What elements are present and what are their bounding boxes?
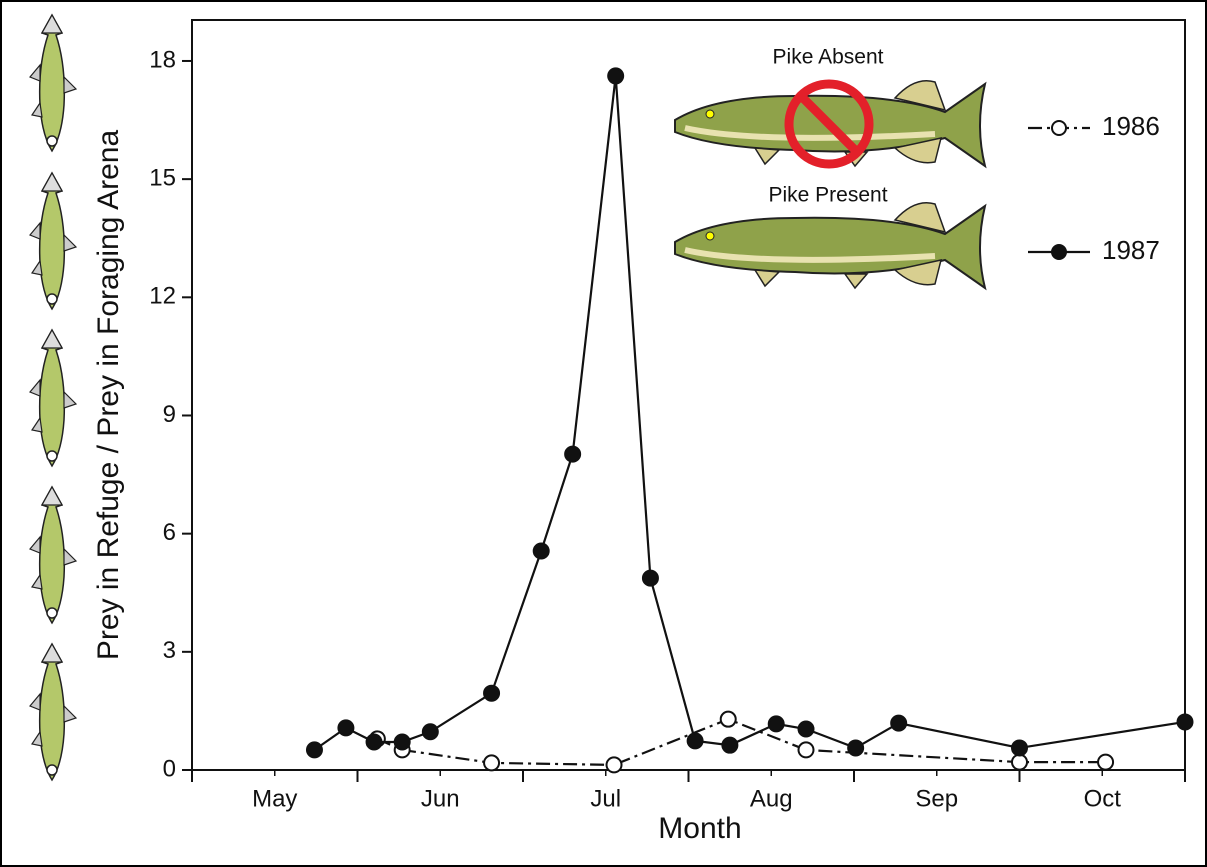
minnow-icons: [30, 15, 76, 780]
x-tick-label: Sep: [915, 785, 958, 812]
y-tick-label: 18: [149, 46, 176, 73]
data-point: [338, 720, 353, 735]
x-tick-label: Oct: [1084, 785, 1122, 812]
data-point: [1012, 740, 1027, 755]
y-tick-label: 6: [163, 519, 176, 546]
data-point: [891, 716, 906, 731]
data-point: [722, 738, 737, 753]
y-tick-label: 9: [163, 401, 176, 428]
data-point: [721, 712, 736, 727]
x-tick-label: Jul: [590, 785, 621, 812]
data-point: [799, 742, 814, 757]
y-axis-label: Prey in Refuge / Prey in Foraging Arena: [92, 130, 125, 661]
data-point: [534, 543, 549, 558]
data-point: [607, 757, 622, 772]
data-point: [395, 735, 410, 750]
y-tick-label: 3: [163, 637, 176, 664]
data-point: [1178, 714, 1193, 729]
x-tick-label: Jun: [421, 785, 460, 812]
x-tick-label: Aug: [750, 785, 793, 812]
legend-note: Pike Present: [768, 184, 887, 207]
series-line: [314, 76, 1185, 750]
data-point: [484, 755, 499, 770]
legend-label: 1987: [1102, 235, 1160, 265]
data-point: [565, 447, 580, 462]
data-point: [1012, 755, 1027, 770]
data-point: [848, 740, 863, 755]
data-point: [643, 571, 658, 586]
x-axis-label: Month: [658, 812, 741, 845]
data-point: [484, 686, 499, 701]
data-point: [608, 68, 623, 83]
legend-marker: [1052, 121, 1066, 135]
y-tick-label: 15: [149, 164, 176, 191]
y-tick-label: 0: [163, 755, 176, 782]
data-point: [799, 722, 814, 737]
legend-label: 1986: [1102, 111, 1160, 141]
y-tick-label: 12: [149, 283, 176, 310]
legend-marker: [1052, 245, 1066, 259]
x-tick-label: May: [252, 785, 297, 812]
border: [1, 1, 1206, 866]
data-point: [688, 733, 703, 748]
data-point: [307, 742, 322, 757]
legend-note: Pike Absent: [773, 46, 884, 69]
data-point: [1098, 755, 1113, 770]
data-point: [769, 716, 784, 731]
chart: Pike Absent Pike Present Month Prey in R…: [0, 0, 1207, 867]
data-point: [423, 724, 438, 739]
data-point: [367, 735, 382, 750]
